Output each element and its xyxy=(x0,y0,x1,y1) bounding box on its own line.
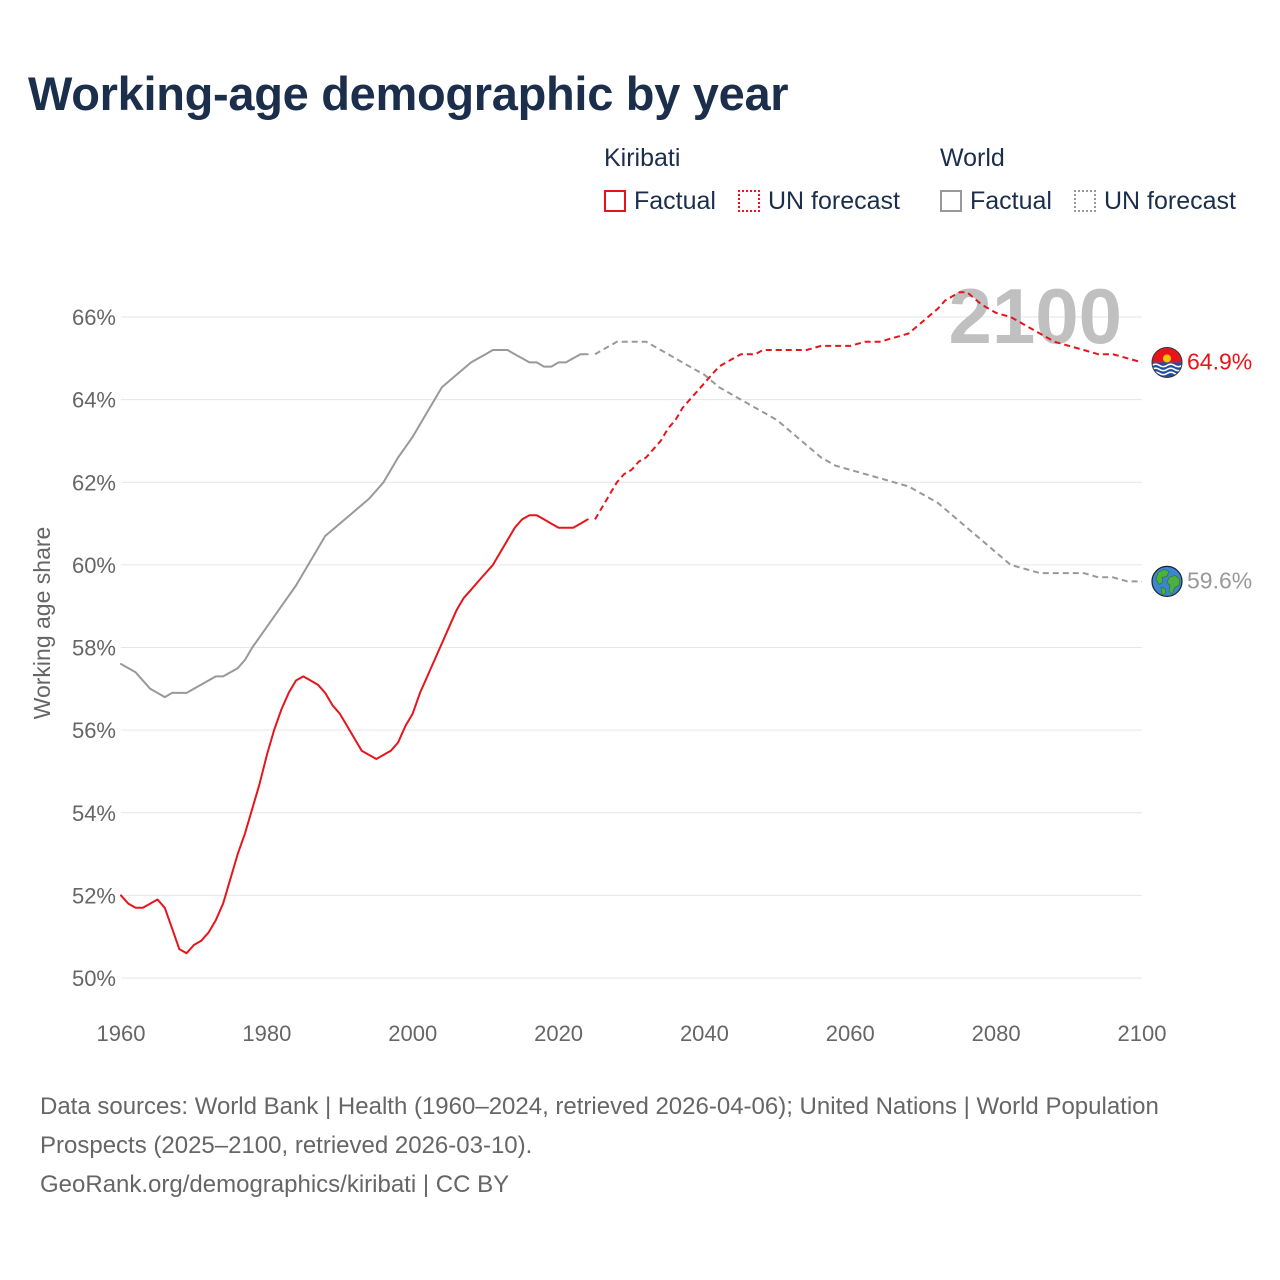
legend-kiribati-title: Kiribati xyxy=(604,144,681,172)
y-tick-label: 64% xyxy=(72,388,116,413)
x-tick-label: 2100 xyxy=(1118,1021,1167,1046)
legend-kiribati-factual-label: Factual xyxy=(634,186,716,215)
y-tick-label: 60% xyxy=(72,553,116,578)
y-tick-label: 56% xyxy=(72,718,116,743)
legend-kiribati-forecast-label: UN forecast xyxy=(768,186,900,215)
x-tick-label: 1960 xyxy=(97,1021,146,1046)
y-axis-label: Working age share xyxy=(29,527,55,720)
legend-world-factual-label: Factual xyxy=(970,186,1052,215)
y-tick-label: 62% xyxy=(72,470,116,495)
legend-world-factual-swatch xyxy=(940,190,962,212)
legend-kiribati-factual-swatch xyxy=(604,190,626,212)
legend-kiribati-forecast-swatch xyxy=(738,190,760,212)
end-markers: 64.9% 59.6% xyxy=(1151,346,1252,598)
kiribati-un-forecast-line xyxy=(594,291,1143,520)
year-watermark: 2100 xyxy=(948,272,1122,360)
x-tick-label: 2040 xyxy=(680,1021,729,1046)
series-lines xyxy=(120,291,1143,955)
legend-world-forecast-label: UN forecast xyxy=(1104,186,1236,215)
end-label-world: 59.6% xyxy=(1187,567,1252,593)
kiribati-flag-icon xyxy=(1151,346,1183,378)
x-tick-label: 2000 xyxy=(388,1021,437,1046)
y-tick-label: 50% xyxy=(72,966,116,991)
kiribati-factual-line xyxy=(120,514,589,955)
legend-world-forecast-swatch xyxy=(1074,190,1096,212)
legend-world-forecast[interactable]: UN forecast xyxy=(1074,186,1236,216)
chart-title: Working-age demographic by year xyxy=(28,67,789,120)
x-tick-label: 1980 xyxy=(242,1021,291,1046)
y-tick-label: 54% xyxy=(72,801,116,826)
x-axis-ticks: 1960 1980 2000 2020 2040 2060 2080 2100 xyxy=(97,1021,1167,1046)
legend-kiribati-factual[interactable]: Factual xyxy=(604,186,716,216)
x-tick-label: 2080 xyxy=(972,1021,1021,1046)
legend-world-factual[interactable]: Factual xyxy=(940,186,1052,216)
end-label-kiribati: 64.9% xyxy=(1187,349,1252,375)
x-tick-label: 2020 xyxy=(534,1021,583,1046)
gridlines xyxy=(121,316,1142,979)
world-factual-line xyxy=(120,349,589,699)
legend-world-title: World xyxy=(940,144,1005,172)
data-sources: Data sources: World Bank | Health (1960–… xyxy=(40,1093,1159,1159)
y-tick-label: 52% xyxy=(72,883,116,908)
footer: Data sources: World Bank | Health (1960–… xyxy=(40,1087,1180,1204)
world-globe-icon xyxy=(1151,565,1183,598)
x-tick-label: 2060 xyxy=(826,1021,875,1046)
credit-link[interactable]: GeoRank.org/demographics/kiribati | CC B… xyxy=(40,1171,510,1198)
world-un-forecast-line xyxy=(594,340,1142,583)
y-axis-ticks: 50% 52% 54% 56% 58% 60% 62% 64% 66% xyxy=(72,305,116,991)
legend-kiribati-forecast[interactable]: UN forecast xyxy=(738,186,900,216)
y-tick-label: 66% xyxy=(72,305,116,330)
y-tick-label: 58% xyxy=(72,636,116,661)
